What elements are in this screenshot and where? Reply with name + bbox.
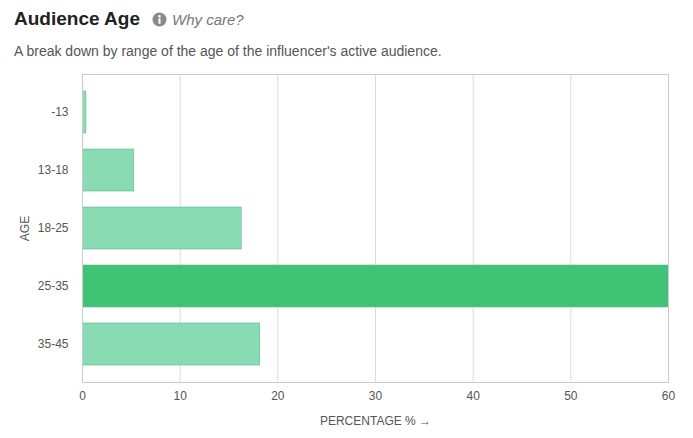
svg-text:10: 10 <box>173 389 187 403</box>
html-text:A break down by range of the a: A break down by range of the age of the … <box>14 43 442 59</box>
svg-text:13-18: 13-18 <box>38 163 69 177</box>
svg-text:-13: -13 <box>51 105 69 119</box>
svg-text:40: 40 <box>466 389 480 403</box>
html-text:Audience Age: Audience Age <box>14 8 140 29</box>
svg-text:30: 30 <box>369 389 383 403</box>
svg-text:35-45: 35-45 <box>38 337 69 351</box>
svg-text:20: 20 <box>271 389 285 403</box>
svg-text:18-25: 18-25 <box>38 221 69 235</box>
svg-text:60: 60 <box>662 389 676 403</box>
svg-text:50: 50 <box>564 389 578 403</box>
svg-text:0: 0 <box>79 389 86 403</box>
svg-text:AGE: AGE <box>18 216 32 241</box>
svg-text:PERCENTAGE % →: PERCENTAGE % → <box>320 414 431 428</box>
html-text:Why care?: Why care? <box>172 10 244 28</box>
svg-text:25-35: 25-35 <box>38 279 69 293</box>
